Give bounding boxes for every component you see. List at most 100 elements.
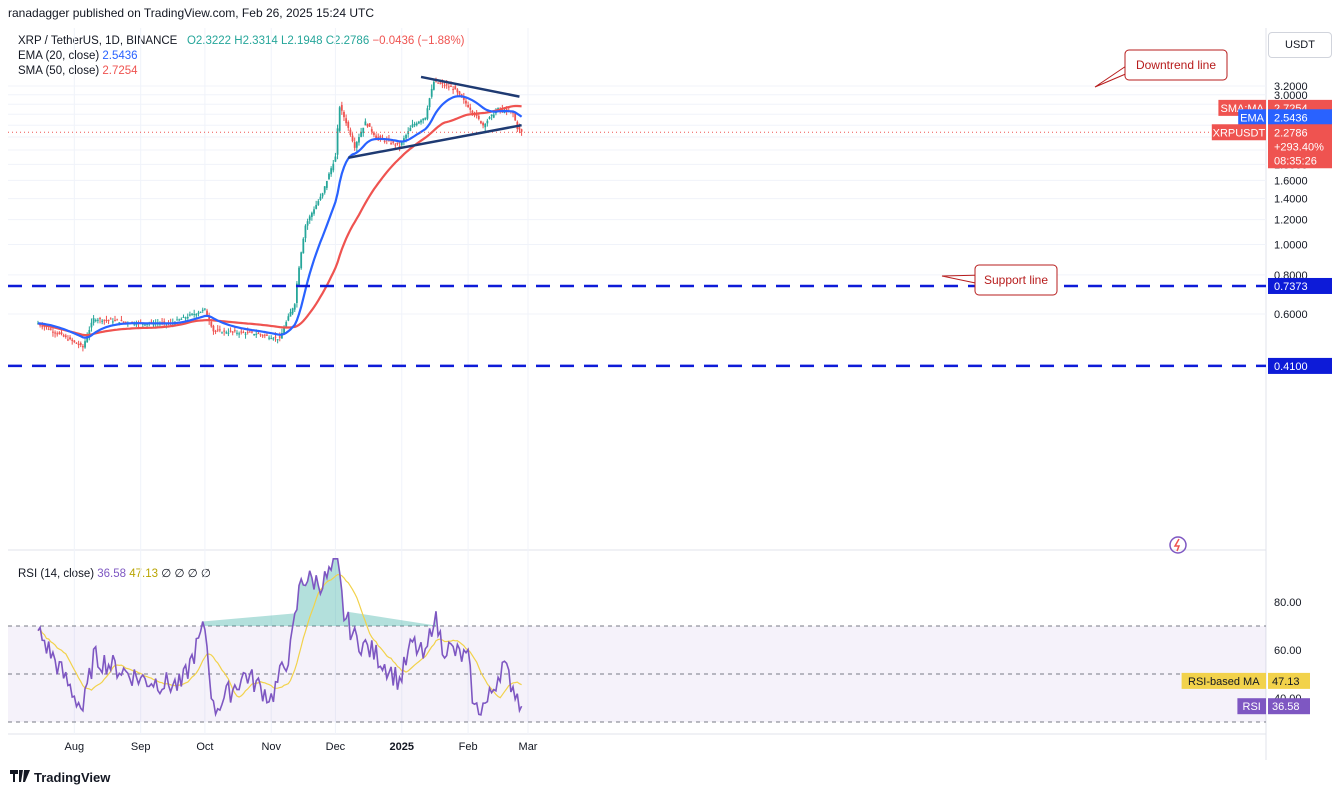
time-tick-label: Dec <box>326 741 346 753</box>
candle-body <box>71 339 74 341</box>
candle-body <box>471 110 474 113</box>
candle-body <box>221 332 223 334</box>
candle-body <box>375 135 377 139</box>
candle-body <box>189 314 191 316</box>
price-tick-label: 0.6000 <box>1274 309 1308 321</box>
candle-body <box>340 105 343 111</box>
candle-body <box>52 331 54 333</box>
candle-body <box>347 122 350 128</box>
candle-body <box>79 343 82 345</box>
candle-body <box>67 339 69 341</box>
time-tick-label: Oct <box>196 741 213 753</box>
currency-button[interactable]: USDT <box>1268 32 1332 58</box>
rsi-tag-name-box <box>1181 672 1266 689</box>
tradingview-footer[interactable]: TradingView <box>10 770 110 785</box>
candle-body <box>47 328 50 330</box>
alert-icon <box>1169 536 1187 554</box>
candle-body <box>214 330 217 332</box>
candle-body <box>334 156 337 162</box>
candle-body <box>246 331 249 333</box>
candle-body <box>268 337 270 339</box>
candle-body <box>353 142 356 148</box>
rsi-legend: RSI (14, close) 36.58 47.13 ∅ ∅ ∅ ∅ <box>18 566 211 580</box>
price-tag-name-box <box>1211 124 1266 141</box>
rsi-tag-value-box <box>1268 698 1310 715</box>
candle-body <box>201 309 204 311</box>
candle-body <box>283 328 285 334</box>
candle-body <box>182 316 185 318</box>
time-tick-label: Aug <box>65 741 85 753</box>
candle-body <box>231 331 234 333</box>
candle-body <box>82 346 84 348</box>
ema-20-line <box>37 95 523 339</box>
candle-body <box>308 216 311 221</box>
candle-body <box>244 333 247 335</box>
rsi-tag-value: 47.13 <box>1272 676 1300 688</box>
price-tick-label: 1.0000 <box>1274 239 1308 251</box>
price-tag-value-box <box>1268 357 1332 374</box>
candle-body <box>310 212 313 217</box>
candle-body <box>75 342 78 344</box>
candle-body <box>229 330 232 332</box>
symbol-title[interactable]: XRP / TetherUS, 1D, BINANCE <box>18 35 178 47</box>
candle-body <box>101 320 104 322</box>
ohlc-change: −0.0436 (−1.88%) <box>372 35 465 47</box>
candle-body <box>122 321 125 323</box>
candle-body <box>432 81 435 90</box>
candle-body <box>293 304 296 310</box>
candle-body <box>248 331 251 333</box>
candle-body <box>505 109 508 111</box>
tradingview-brand: TradingView <box>34 770 111 785</box>
candle-body <box>58 332 61 334</box>
price-tag-name: XRPUSDT <box>1213 127 1266 139</box>
price-tag-value: 0.7373 <box>1274 281 1308 293</box>
candle-body <box>296 283 298 303</box>
candle-body <box>520 129 523 132</box>
candle-body <box>394 144 397 146</box>
rsi-tag-name-box <box>1237 698 1266 715</box>
price-tick-label: 1.4000 <box>1274 194 1308 206</box>
candle-body <box>411 124 414 128</box>
time-axis: Aug Sep Oct Nov Dec 2025 Feb Mar <box>65 741 538 753</box>
rsi-tick-label: 80.00 <box>1274 597 1302 609</box>
candle-body <box>426 108 429 119</box>
rsi-tick-label: 60.00 <box>1274 645 1302 657</box>
candle-body <box>422 118 425 121</box>
candle-body <box>281 332 283 339</box>
price-tick-label: 1.6000 <box>1274 175 1308 187</box>
candle-body <box>315 204 318 209</box>
candles <box>37 77 523 352</box>
price-tag-change: +293.40% <box>1274 141 1324 153</box>
candle-body <box>486 120 489 124</box>
candle-body <box>199 311 202 313</box>
candle-body <box>383 140 386 142</box>
candle-body <box>186 316 189 319</box>
candle-body <box>257 333 260 335</box>
candle-body <box>300 252 303 269</box>
sma-legend-label[interactable]: SMA (50, close) <box>18 65 100 77</box>
price-tag-countdown: 08:35:26 <box>1274 155 1317 167</box>
candle-body <box>146 323 148 325</box>
ohlc-open: O2.3222 <box>186 35 232 47</box>
rsi-legend-label[interactable]: RSI (14, close) <box>18 568 95 580</box>
ema-legend-label[interactable]: EMA (20, close) <box>18 50 100 62</box>
candle-body <box>484 124 487 128</box>
callout-pointer <box>941 274 986 286</box>
candle-body <box>225 332 228 334</box>
candle-body <box>332 163 335 171</box>
candle-body <box>445 84 448 86</box>
candle-body <box>261 335 264 337</box>
candle-body <box>298 267 300 286</box>
candle-body <box>152 324 155 326</box>
candle-body <box>259 334 262 336</box>
price-tag-value-box <box>1268 109 1332 126</box>
candle-body <box>330 168 333 175</box>
time-tick-label: 2025 <box>390 741 414 753</box>
candle-body <box>349 129 352 135</box>
candle-body <box>184 317 187 319</box>
sma-legend-value: 2.7254 <box>102 65 138 77</box>
candle-body <box>405 135 407 139</box>
candle-body <box>514 112 517 121</box>
candle-body <box>437 82 440 84</box>
